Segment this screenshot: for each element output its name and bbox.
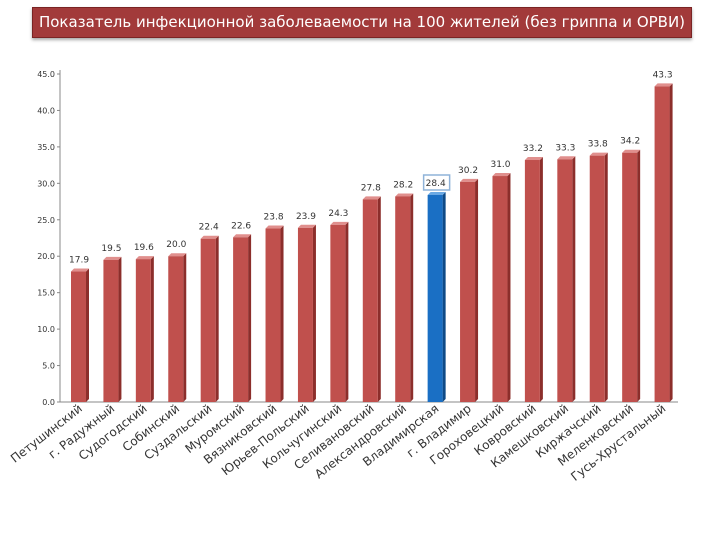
bar-side [215,235,219,402]
bar-top [557,156,576,160]
data-label: 22.4 [199,223,219,233]
bar [297,227,313,402]
bar-side [345,221,349,402]
bar-top [135,256,154,260]
bar [557,159,573,402]
bar-top [233,234,252,238]
data-label: 31.0 [490,160,510,170]
data-label: 27.8 [361,183,381,193]
bar [589,155,605,402]
bar-side [475,178,479,402]
bar-top [200,235,219,239]
bar [103,259,119,402]
chart-title: Показатель инфекционной заболеваемости н… [32,7,692,38]
y-tick-label: 35.0 [37,143,55,152]
bar-side [86,268,89,402]
bar-side [442,191,446,402]
data-label: 19.6 [134,243,154,253]
bar-side [539,157,543,402]
bar-side [312,224,316,402]
bar-side [150,256,154,402]
data-label: 23.9 [296,212,316,222]
bar [460,181,476,402]
data-label: 20.0 [166,240,186,250]
y-tick-label: 15.0 [37,289,55,298]
bar-side [118,256,122,402]
bar-side [637,149,641,402]
bar [622,152,638,402]
bar-top [330,221,349,225]
bar-top [395,193,414,197]
data-label: 24.3 [328,209,348,219]
bar [362,199,378,402]
bar-side [183,253,187,402]
data-label: 28.4 [426,179,446,189]
bar-side [280,225,284,402]
bar-side [377,196,381,402]
bar-top [103,256,122,260]
y-tick-label: 30.0 [37,179,55,188]
bar-top [362,196,381,200]
bar [524,160,540,402]
bar [200,238,216,402]
bar-top [168,253,187,257]
bar [427,194,443,402]
data-label: 22.6 [231,221,251,231]
bar [168,256,184,402]
data-label: 17.9 [69,256,89,266]
y-tick-label: 20.0 [37,252,55,261]
bar-side [604,152,608,402]
bar [330,224,346,402]
bar [265,228,281,402]
data-label: 33.8 [588,140,608,150]
data-label-box [422,174,451,191]
data-label: 33.2 [523,144,543,154]
y-tick-label: 25.0 [37,216,55,225]
bar-top [589,152,608,156]
data-label: 34.2 [620,137,640,147]
bar-top [654,83,673,87]
bar-side [572,156,576,402]
bar-side [507,173,511,402]
data-label: 30.2 [458,166,478,176]
bar-top [297,224,316,228]
y-tick-label: 40.0 [37,106,55,115]
bar-side [669,83,673,402]
bar-top [460,178,479,182]
bar [135,259,151,402]
bar [654,86,670,402]
bar [492,176,508,402]
bar [395,196,411,402]
data-label: 23.8 [264,213,284,223]
bar [71,271,86,402]
bar-top [71,268,89,272]
data-label: 33.3 [555,143,575,153]
bar-top [622,149,641,153]
bar-side [248,234,252,402]
bar [233,237,249,402]
y-tick-label: 45.0 [37,70,55,79]
bar-top [492,173,511,177]
bar-top [427,191,446,195]
bar-side [410,193,414,402]
bar-top [265,225,284,229]
y-tick-label: 0.0 [42,398,55,407]
data-label: 43.3 [653,70,673,80]
y-tick-label: 10.0 [37,325,55,334]
data-label: 19.5 [101,244,121,254]
data-label: 28.2 [393,180,413,190]
y-tick-label: 5.0 [42,362,55,371]
bar-top [524,157,543,161]
